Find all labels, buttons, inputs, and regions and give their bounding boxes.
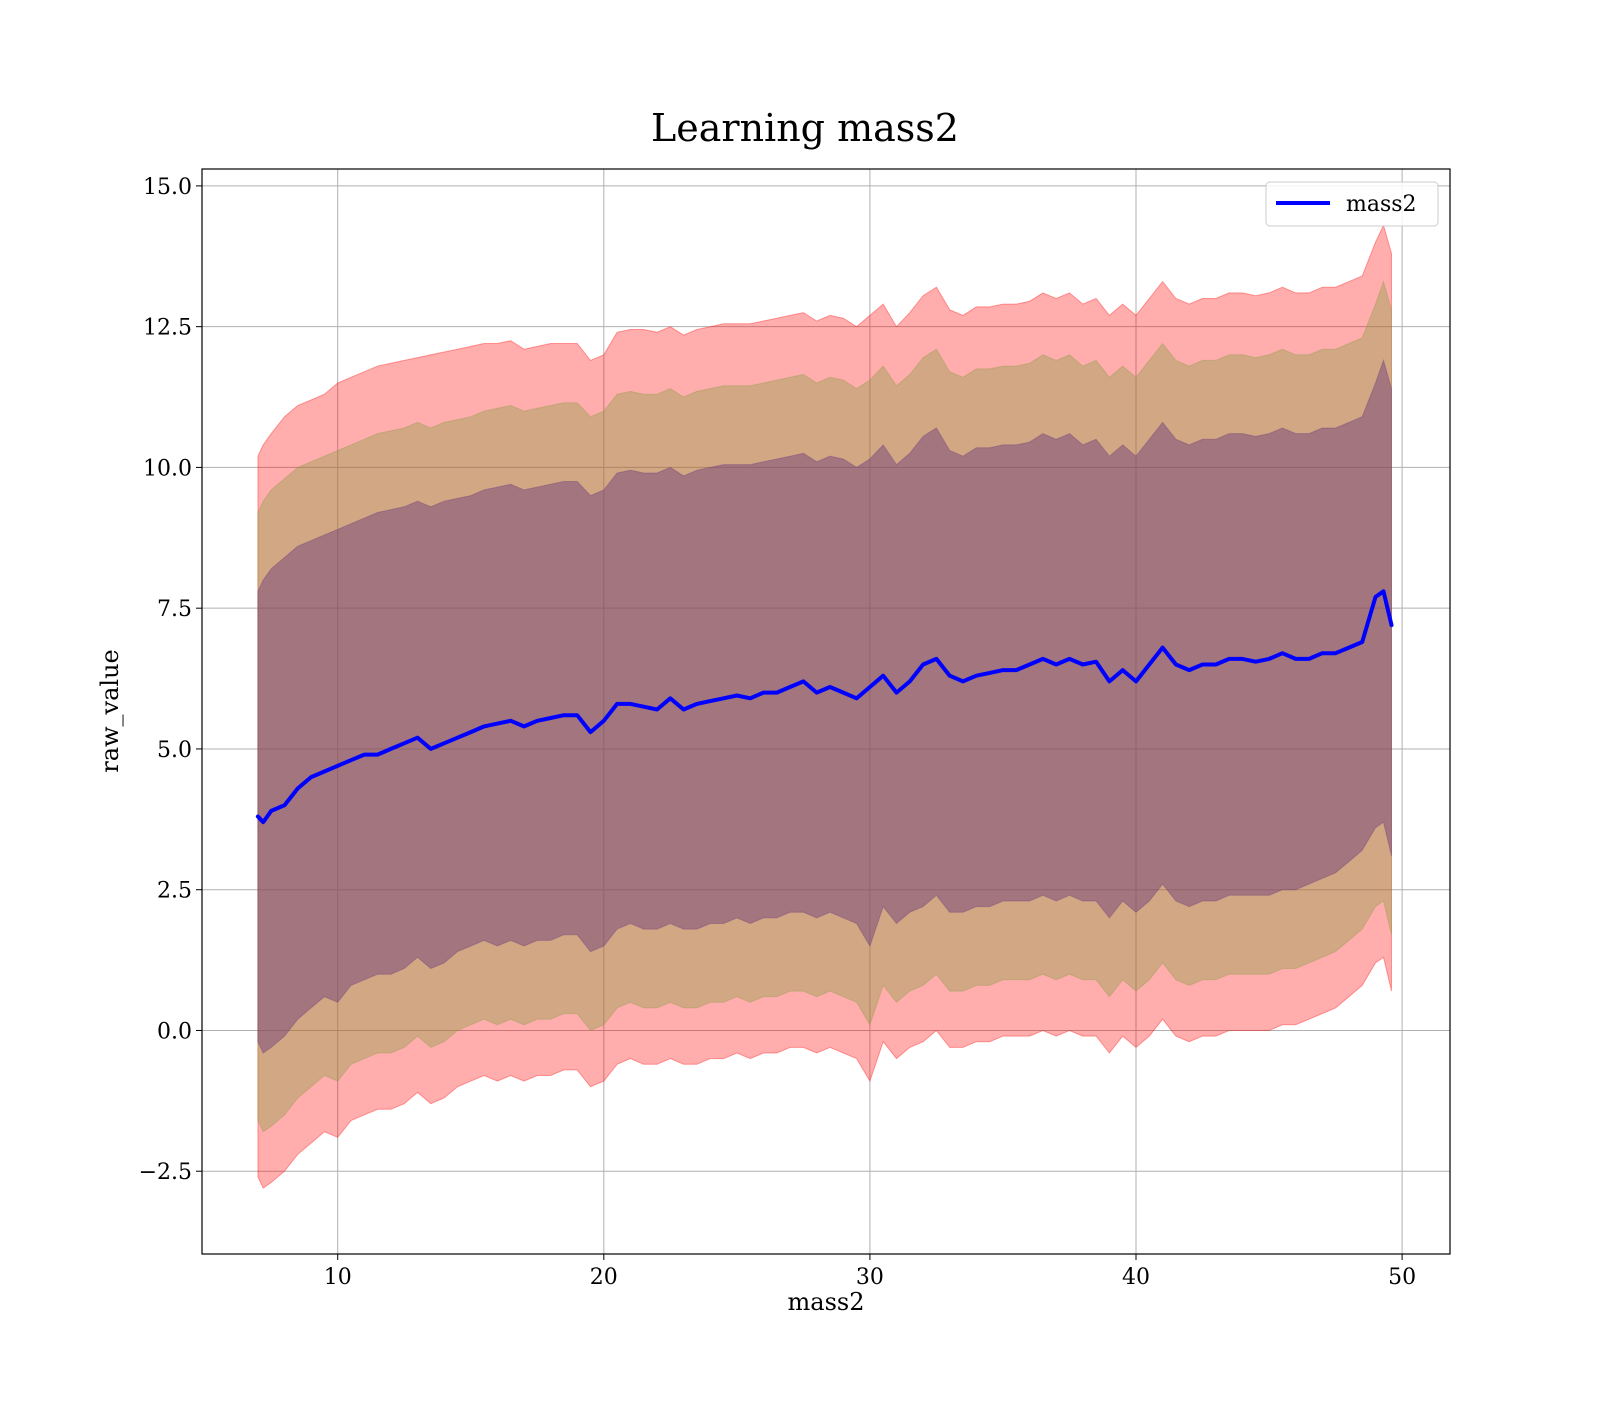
tick-layer: 10 20 30 40 50 −2.5 0.0 2.5 5.0 7.5 10.0 12.5 15.0 xyxy=(139,175,1417,1290)
y-tick-label-6: 12.5 xyxy=(143,316,192,341)
legend: mass2 xyxy=(1265,181,1439,227)
x-tick-label-0: 10 xyxy=(324,1265,352,1290)
y-tick-label-4: 7.5 xyxy=(157,597,192,622)
plot-frame xyxy=(201,168,1451,1255)
legend-label-mass2: mass2 xyxy=(1346,192,1417,217)
x-tick-label-4: 50 xyxy=(1388,1265,1416,1290)
x-tick-label-2: 30 xyxy=(856,1265,884,1290)
legend-box xyxy=(1265,181,1439,227)
y-tick-label-3: 5.0 xyxy=(157,738,192,763)
x-tick-label-1: 20 xyxy=(590,1265,618,1290)
band-middle xyxy=(257,279,1392,1133)
band-outer xyxy=(257,223,1392,1189)
x-tick-label-3: 40 xyxy=(1122,1265,1150,1290)
y-tick-label-1: 0.0 xyxy=(157,1019,192,1044)
band-layer xyxy=(257,223,1392,1189)
y-tick-label-0: −2.5 xyxy=(139,1160,192,1185)
y-tick-label-7: 15.0 xyxy=(143,175,192,200)
band-inner xyxy=(257,358,1392,1054)
x-axis-label: mass2 xyxy=(788,1288,865,1316)
y-tick-label-2: 2.5 xyxy=(157,879,192,904)
y-tick-label-5: 10.0 xyxy=(143,456,192,481)
series-line-mass2 xyxy=(255,589,1394,825)
y-axis-label: raw_value xyxy=(96,649,124,773)
grid-layer xyxy=(202,169,1450,1254)
line-layer xyxy=(255,589,1394,825)
chart-title: Learning mass2 xyxy=(651,106,959,150)
